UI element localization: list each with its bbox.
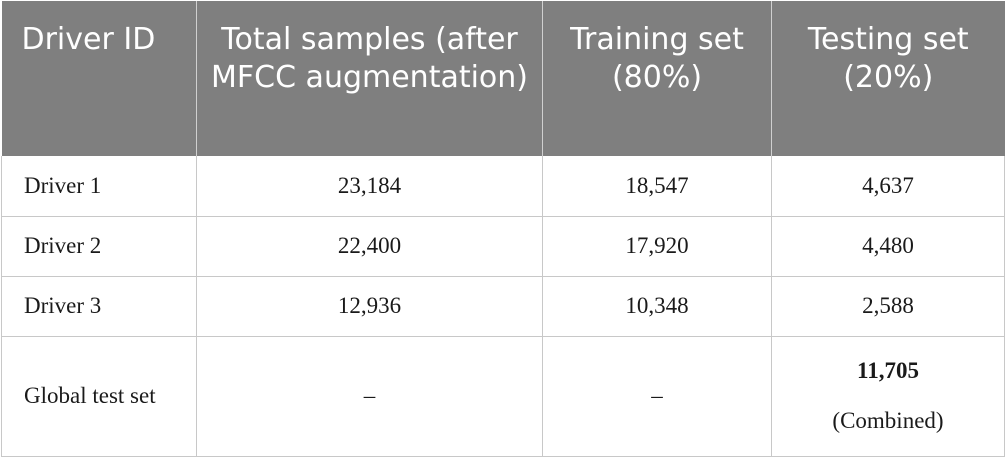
training-set-cell: 17,920 (542, 216, 772, 277)
global-test-set-row: Global test set – – 11,705 (Combined) (1, 336, 1005, 457)
driver-id-cell: Driver 2 (1, 216, 197, 277)
training-set-cell: 18,547 (542, 156, 772, 217)
training-set-cell: 10,348 (542, 276, 772, 337)
header-training-set: Training set (80%) (542, 1, 772, 156)
total-samples-cell: 22,400 (196, 216, 543, 277)
global-testing-cell: 11,705 (Combined) (771, 336, 1005, 457)
global-total-cell: – (196, 336, 543, 457)
driver-id-cell: Driver 3 (1, 276, 197, 337)
table-header: Driver ID Total samples (after MFCC augm… (1, 1, 1005, 156)
testing-set-cell: 2,588 (771, 276, 1005, 337)
global-testing-note: (Combined) (832, 408, 944, 433)
header-testing-set: Testing set (20%) (771, 1, 1005, 156)
table-row: Driver 3 12,936 10,348 2,588 (1, 276, 1005, 337)
table-row: Driver 1 23,184 18,547 4,637 (1, 156, 1005, 217)
data-table: Driver ID Total samples (after MFCC augm… (1, 1, 1005, 457)
table-body: Driver 1 23,184 18,547 4,637 Driver 2 22… (1, 156, 1005, 457)
driver-id-cell: Driver 1 (1, 156, 197, 217)
header-driver-id: Driver ID (1, 1, 197, 156)
global-label-cell: Global test set (1, 336, 197, 457)
testing-set-cell: 4,637 (771, 156, 1005, 217)
total-samples-cell: 12,936 (196, 276, 543, 337)
total-samples-cell: 23,184 (196, 156, 543, 217)
testing-set-cell: 4,480 (771, 216, 1005, 277)
table-row: Driver 2 22,400 17,920 4,480 (1, 216, 1005, 277)
header-total-samples: Total samples (after MFCC augmentation) (196, 1, 543, 156)
global-training-cell: – (542, 336, 772, 457)
header-row: Driver ID Total samples (after MFCC augm… (1, 1, 1005, 156)
global-testing-value: 11,705 (857, 358, 919, 383)
